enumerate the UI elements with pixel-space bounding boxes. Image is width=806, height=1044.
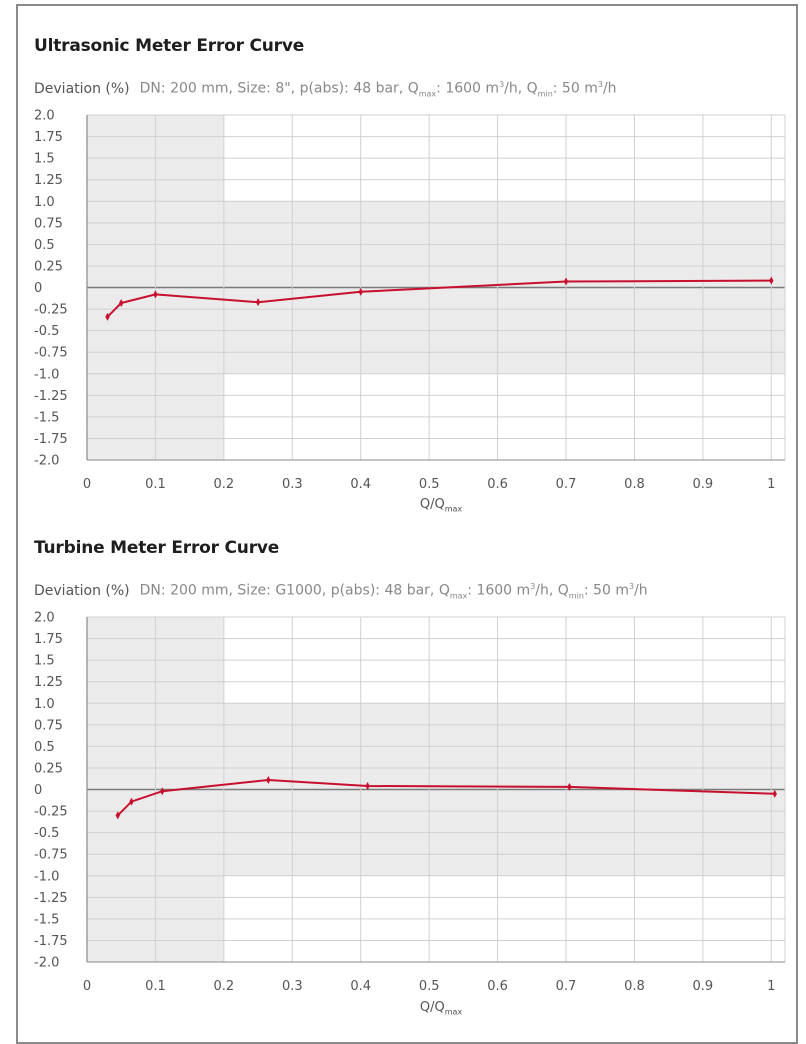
y-tick-label: -1.25 (34, 389, 68, 404)
y-tick-label: 1.25 (34, 173, 63, 188)
y-tick-label: 2.0 (34, 109, 55, 124)
y-tick-label: 0.5 (34, 238, 55, 253)
x-tick-label: 0.9 (693, 477, 714, 492)
x-tick-label: 0.7 (556, 477, 577, 492)
y-tick-label: 0.75 (34, 216, 63, 231)
x-tick-label: 0.5 (419, 477, 440, 492)
y-tick-label: 1.75 (34, 130, 63, 145)
data-point (255, 298, 261, 307)
data-point (119, 299, 124, 308)
y-tick-label: -0.75 (34, 346, 68, 361)
x-tick-label: 0.1 (145, 477, 166, 492)
data-point (563, 277, 569, 286)
chart-title-ultrasonic: Ultrasonic Meter Error Curve (34, 36, 305, 56)
data-point (769, 276, 774, 285)
x-tick-label: 0.6 (487, 477, 508, 492)
x-tick-label: 0.3 (282, 477, 303, 492)
data-point (153, 290, 158, 299)
y-tick-label: 0 (34, 281, 42, 296)
x-tick-label: 0.4 (350, 477, 371, 492)
y-tick-label: 1.0 (34, 195, 55, 210)
y-axis-label: Deviation (%) (34, 582, 130, 599)
chart-subtitle-ultrasonic: Deviation (%) DN: 200 mm, Size: 8", p(abs… (34, 80, 617, 99)
x-axis-label-ultrasonic: Q/Qmax (419, 497, 463, 514)
y-axis-label: Deviation (%) (34, 80, 130, 97)
y-tick-label: -0.25 (34, 303, 68, 318)
x-tick-label: 0.8 (624, 477, 645, 492)
y-tick-label: -1.5 (34, 410, 59, 425)
x-tick-label: 0 (83, 477, 91, 492)
chart-title-turbine: Turbine Meter Error Curve (34, 538, 280, 558)
y-tick-label: -1.75 (34, 432, 68, 447)
y-tick-label: -2.0 (34, 454, 59, 469)
x-axis-label-turbine: Q/Qmax (419, 1000, 463, 1017)
x-tick-label: 1 (767, 477, 775, 492)
y-tick-label: 0.25 (34, 259, 63, 274)
y-tick-label: -0.5 (34, 324, 59, 339)
data-point (105, 312, 110, 321)
data-point (358, 287, 363, 296)
x-tick-label: 0.2 (214, 477, 235, 492)
y-tick-label: 1.5 (34, 152, 55, 167)
y-tick-label: -1.0 (34, 367, 59, 382)
chart-subtitle-turbine: Deviation (%) DN: 200 mm, Size: G1000, p(… (34, 582, 648, 601)
